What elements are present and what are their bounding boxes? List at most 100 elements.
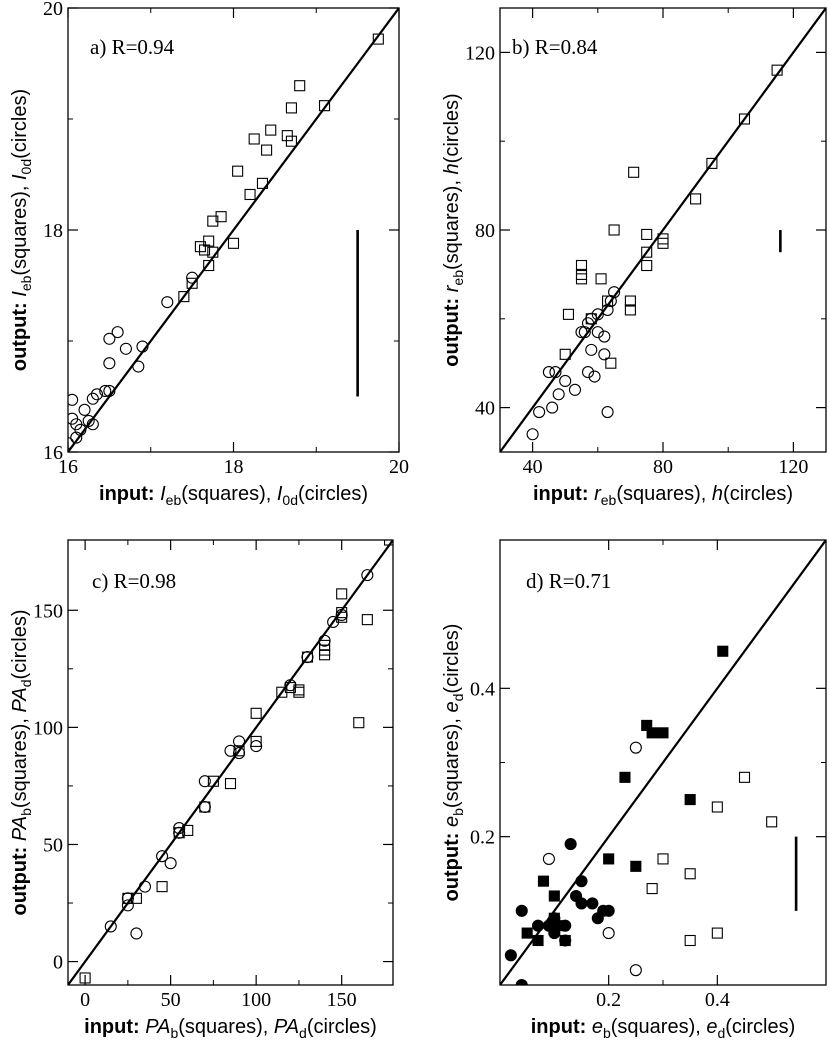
xlabel-q1sub: b [603,1025,611,1041]
square-point [771,64,783,76]
square-point [319,644,331,656]
data-layer [68,8,399,452]
square-point [690,193,702,205]
xlabel-q1: r [594,483,602,505]
data-layer [68,540,393,985]
circle-point [68,393,79,406]
square-point [717,645,729,657]
circle-point [327,615,340,629]
diagonal-line [500,540,826,985]
square-point [178,291,190,303]
circle-point [78,403,91,416]
ylabel-q1tail: (squares), [441,712,463,808]
x-tick-label: 100 [241,989,271,1011]
circle-point [588,370,601,383]
square-point [227,237,240,249]
square-point [537,875,550,887]
circle-point [586,897,599,910]
square-point [641,259,653,272]
xlabel-q1tail: (squares), [616,483,712,505]
square-point [595,273,607,285]
circle-point [130,927,143,940]
xlabel-q2tail: (circles) [723,483,793,505]
square-point [657,727,669,739]
square-point [372,33,384,45]
circle-point [138,880,152,893]
square-point [285,135,297,147]
ylabel-q2sub: 0d [18,159,34,175]
square-point [248,133,260,145]
square-point [548,890,560,902]
circle-point [103,384,116,398]
ylabel-bold: output: [9,847,31,916]
ylabel-q1tail: (squares), [9,712,31,808]
square-point [361,614,373,626]
x-tick-label: 120 [778,456,808,478]
circle-point [86,418,99,431]
circle-point [575,326,588,339]
circle-point [602,904,615,917]
ylabel-q2sub: d [18,679,34,687]
panel-label: a) R=0.94 [90,35,175,59]
data-layer [500,540,826,985]
square-point [706,157,718,169]
square-point [215,211,227,223]
x-tick-label: 0.2 [596,989,621,1011]
square-point [738,113,751,125]
xlabel-q1tail: (squares), [181,483,277,505]
circle-point [136,340,149,353]
y-tick-label: 40 [475,398,495,420]
x-axis-label: input: Ieb(squares), I0d(circles) [99,483,368,508]
circle-point [575,875,588,888]
y-tick-label: 16 [43,442,63,464]
y-tick-label: 150 [33,600,63,622]
circle-point [601,303,614,316]
square-point [281,130,293,142]
square-point [605,357,617,369]
circle-point [111,326,124,339]
square-point [294,80,306,92]
circle-point [86,392,99,405]
y-tick-label: 80 [475,220,495,242]
square-point [207,215,219,227]
x-tick-label: 16 [58,456,78,478]
circle-point [68,437,75,450]
square-point [559,348,571,360]
square-point [684,868,696,880]
xlabel-bold: input: [531,1016,587,1038]
circle-point [156,850,169,863]
ylabel-q2sub: d [450,694,466,702]
ylabel-q1tail: (squares), [441,174,463,270]
diagonal-line [500,8,826,452]
y-tick-label: 100 [33,717,63,739]
square-point [232,165,244,177]
square-point [646,727,658,739]
square-point [575,268,588,280]
circle-point [604,294,617,308]
y-axis-label: output: reb(squares), h(circles) [441,93,466,366]
ylabel-q2: I [9,174,31,180]
square-point [318,100,331,112]
circle-point [335,608,348,621]
square-point [265,124,277,136]
square-point [684,934,696,947]
circle-point [132,360,145,373]
circle-point [318,634,331,647]
square-point [532,934,544,947]
circle-point [552,388,565,401]
square-point [182,824,194,836]
circle-point [548,912,561,925]
ylabel-q1: PA [9,816,31,841]
y-axis-label: output: Ieb(squares), I0d(circles) [9,89,34,371]
square-point [336,588,348,600]
circle-point [526,428,539,441]
circle-point [301,651,314,664]
circle-point [591,308,604,321]
ylabel-q2: h [441,163,463,174]
y-tick-label: 20 [43,0,63,20]
circle-point [549,366,562,379]
